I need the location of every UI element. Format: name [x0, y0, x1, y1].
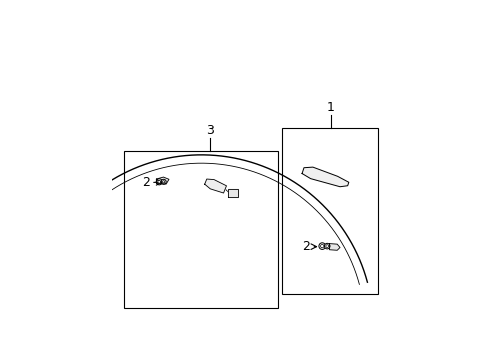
Polygon shape: [329, 244, 339, 250]
Text: 2: 2: [302, 240, 310, 253]
Circle shape: [325, 245, 328, 247]
Circle shape: [320, 244, 323, 248]
Bar: [282, 128, 377, 294]
Circle shape: [158, 180, 160, 183]
Bar: [124, 151, 278, 308]
Circle shape: [324, 243, 329, 249]
Circle shape: [156, 179, 162, 185]
Text: 3: 3: [206, 125, 214, 138]
Circle shape: [162, 181, 164, 183]
Text: 2: 2: [142, 176, 149, 189]
Circle shape: [161, 179, 166, 184]
Text: 1: 1: [326, 101, 334, 114]
Polygon shape: [228, 189, 238, 197]
Polygon shape: [204, 179, 226, 193]
Polygon shape: [156, 177, 168, 184]
Polygon shape: [302, 167, 348, 187]
Circle shape: [318, 243, 325, 249]
